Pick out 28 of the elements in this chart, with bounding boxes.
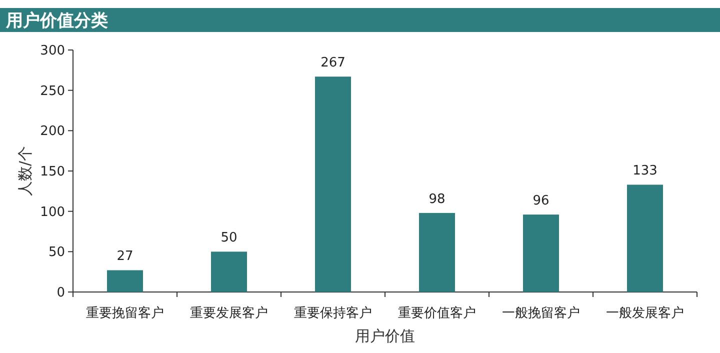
bar [211, 252, 247, 292]
x-tick-label: 一般发展客户 [606, 305, 684, 321]
x-tick-label: 一般挽留客户 [502, 305, 580, 321]
y-tick-label: 300 [40, 44, 65, 58]
x-tick-label: 重要挽留客户 [86, 305, 164, 321]
y-tick-label: 50 [48, 245, 65, 260]
y-tick-label: 100 [40, 204, 65, 220]
x-tick-label: 重要发展客户 [190, 305, 268, 321]
bar [627, 184, 663, 292]
chart-title: 用户价值分类 [5, 11, 108, 31]
x-tick-label: 重要保持客户 [294, 305, 372, 321]
y-tick-label: 250 [40, 84, 65, 99]
y-tick-label: 150 [40, 164, 65, 180]
bar [523, 214, 559, 292]
data-label: 98 [428, 192, 446, 207]
data-label: 133 [632, 164, 658, 179]
y-axis-title: 人数/个 [16, 146, 34, 196]
bar [107, 270, 143, 292]
data-label: 96 [532, 194, 550, 209]
data-label: 50 [220, 230, 238, 246]
data-label: 27 [116, 249, 134, 264]
x-tick-label: 重要价值客户 [398, 305, 476, 321]
bar [419, 212, 455, 292]
bar [315, 76, 351, 292]
y-tick-label: 200 [40, 124, 65, 140]
x-axis-title: 用户价值 [355, 327, 415, 345]
data-label: 267 [320, 56, 346, 71]
y-tick-label: 0 [56, 286, 65, 300]
